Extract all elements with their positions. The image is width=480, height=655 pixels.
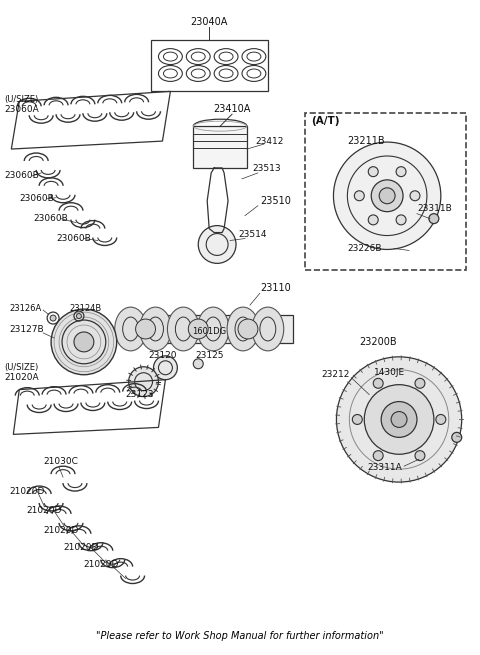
Circle shape bbox=[436, 415, 446, 424]
Text: 23125: 23125 bbox=[195, 351, 224, 360]
Circle shape bbox=[381, 402, 417, 438]
Circle shape bbox=[415, 451, 425, 460]
Circle shape bbox=[352, 415, 362, 424]
Text: 21030C: 21030C bbox=[43, 457, 78, 466]
Circle shape bbox=[452, 432, 462, 442]
Ellipse shape bbox=[115, 307, 146, 351]
Circle shape bbox=[368, 166, 378, 177]
Text: 23110: 23110 bbox=[260, 283, 290, 293]
Circle shape bbox=[50, 315, 56, 321]
Circle shape bbox=[391, 411, 407, 428]
Bar bbox=[151, 40, 268, 92]
Text: 23124B: 23124B bbox=[69, 304, 101, 312]
Circle shape bbox=[396, 215, 406, 225]
Text: 23060A: 23060A bbox=[4, 105, 39, 114]
Circle shape bbox=[415, 379, 425, 388]
Text: 23514: 23514 bbox=[238, 230, 266, 239]
Text: 1601DG: 1601DG bbox=[192, 328, 227, 337]
Ellipse shape bbox=[140, 307, 171, 351]
Circle shape bbox=[238, 319, 258, 339]
Text: (U/SIZE): (U/SIZE) bbox=[4, 95, 38, 104]
Ellipse shape bbox=[197, 307, 229, 351]
Ellipse shape bbox=[168, 307, 199, 351]
Text: 23060B: 23060B bbox=[56, 234, 91, 243]
Bar bbox=[193, 126, 247, 168]
Text: 21020D: 21020D bbox=[9, 487, 45, 496]
Circle shape bbox=[373, 379, 383, 388]
Circle shape bbox=[51, 309, 117, 375]
Text: 23211B: 23211B bbox=[348, 136, 385, 146]
Text: (A/T): (A/T) bbox=[312, 116, 340, 126]
Text: 23226B: 23226B bbox=[348, 244, 382, 253]
Text: 23060B: 23060B bbox=[19, 195, 54, 203]
Circle shape bbox=[136, 319, 156, 339]
Circle shape bbox=[154, 356, 178, 380]
Circle shape bbox=[371, 180, 403, 212]
Text: 21020D: 21020D bbox=[43, 527, 79, 535]
Circle shape bbox=[429, 214, 439, 223]
Circle shape bbox=[368, 215, 378, 225]
Text: 23120: 23120 bbox=[148, 351, 177, 360]
Circle shape bbox=[364, 384, 434, 455]
Text: 21020D: 21020D bbox=[83, 560, 118, 569]
Circle shape bbox=[193, 359, 203, 369]
Text: 23412: 23412 bbox=[255, 137, 283, 145]
Circle shape bbox=[334, 142, 441, 250]
Text: 23060B: 23060B bbox=[4, 172, 39, 180]
Text: 23127B: 23127B bbox=[9, 326, 44, 335]
Circle shape bbox=[410, 191, 420, 200]
Text: 23513: 23513 bbox=[252, 164, 280, 174]
Text: 21020D: 21020D bbox=[63, 543, 98, 552]
Text: 1430JE: 1430JE bbox=[374, 368, 405, 377]
Bar bbox=[119, 315, 293, 343]
Text: 21020A: 21020A bbox=[4, 373, 39, 383]
Circle shape bbox=[396, 166, 406, 177]
Text: "Please refer to Work Shop Manual for further information": "Please refer to Work Shop Manual for fu… bbox=[96, 631, 384, 641]
Text: 23200B: 23200B bbox=[360, 337, 397, 347]
Text: 23123: 23123 bbox=[126, 390, 154, 399]
Circle shape bbox=[354, 191, 364, 200]
Text: 23410A: 23410A bbox=[213, 104, 251, 114]
Circle shape bbox=[188, 319, 208, 339]
Text: 23311A: 23311A bbox=[367, 462, 402, 472]
Text: 23126A: 23126A bbox=[9, 304, 42, 312]
Text: (U/SIZE): (U/SIZE) bbox=[4, 364, 38, 372]
Circle shape bbox=[336, 357, 462, 482]
Text: 23212: 23212 bbox=[322, 370, 350, 379]
Bar bbox=[305, 113, 466, 271]
Text: 23040A: 23040A bbox=[191, 17, 228, 27]
Text: 23311B: 23311B bbox=[417, 204, 452, 213]
Circle shape bbox=[76, 314, 82, 318]
Text: 21020D: 21020D bbox=[26, 506, 61, 515]
Text: 23510: 23510 bbox=[260, 196, 291, 206]
Circle shape bbox=[198, 225, 236, 263]
Circle shape bbox=[74, 332, 94, 352]
Circle shape bbox=[379, 188, 395, 204]
Ellipse shape bbox=[227, 307, 259, 351]
Text: 23060B: 23060B bbox=[33, 214, 68, 223]
Circle shape bbox=[373, 451, 383, 460]
Circle shape bbox=[129, 367, 158, 396]
Ellipse shape bbox=[252, 307, 284, 351]
